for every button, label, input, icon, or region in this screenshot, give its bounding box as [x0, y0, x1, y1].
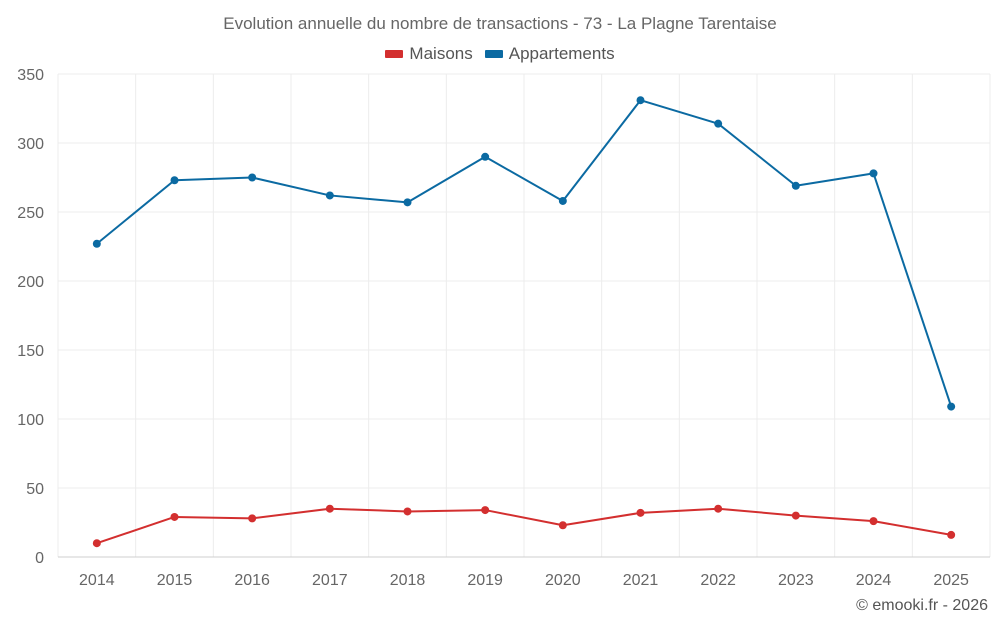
series-line-maisons [96, 507, 952, 545]
legend-item-appartements[interactable]: Appartements [484, 44, 615, 64]
data-point-appartements[interactable] [558, 196, 567, 205]
data-point-maisons[interactable] [325, 504, 334, 513]
x-tick-label: 2025 [933, 572, 969, 589]
legend-label-appartements: Appartements [508, 44, 615, 63]
chart-title: Evolution annuelle du nombre de transact… [223, 14, 777, 33]
data-point-appartements[interactable] [791, 181, 800, 190]
x-tick-label: 2021 [623, 572, 659, 589]
data-point-maisons[interactable] [92, 539, 101, 548]
x-tick-label: 2016 [234, 572, 270, 589]
x-tick-label: 2014 [79, 572, 115, 589]
x-tick-label: 2019 [467, 572, 503, 589]
data-point-maisons[interactable] [248, 514, 257, 523]
copyright-credit: © emooki.fr - 2026 [856, 597, 988, 614]
y-tick-label: 50 [26, 481, 44, 498]
x-tick-label: 2024 [856, 572, 892, 589]
data-point-appartements[interactable] [403, 198, 412, 207]
y-tick-label: 250 [17, 205, 44, 222]
legend-swatch-appartements [484, 50, 503, 58]
legend-label-maisons: Maisons [409, 44, 473, 63]
data-point-maisons[interactable] [636, 508, 645, 517]
data-point-appartements[interactable] [92, 239, 101, 248]
x-tick-label: 2022 [700, 572, 736, 589]
data-point-appartements[interactable] [869, 169, 878, 178]
x-tick-label: 2020 [545, 572, 581, 589]
y-tick-label: 100 [17, 412, 44, 429]
data-point-maisons[interactable] [558, 521, 567, 530]
series-line-appartements [96, 99, 953, 407]
y-tick-label: 200 [17, 274, 44, 291]
y-tick-label: 150 [17, 343, 44, 360]
data-point-maisons[interactable] [403, 507, 412, 516]
data-point-appartements[interactable] [248, 173, 257, 182]
data-point-appartements[interactable] [636, 96, 645, 105]
x-tick-label: 2017 [312, 572, 348, 589]
data-point-appartements[interactable] [714, 119, 723, 128]
data-point-appartements[interactable] [481, 152, 490, 161]
legend-swatch-maisons [385, 50, 404, 58]
y-tick-label: 350 [17, 67, 44, 84]
data-point-maisons[interactable] [714, 504, 723, 513]
data-point-appartements[interactable] [170, 176, 179, 185]
data-point-maisons[interactable] [791, 511, 800, 520]
x-tick-label: 2023 [778, 572, 814, 589]
data-point-maisons[interactable] [481, 506, 490, 515]
data-point-appartements[interactable] [325, 191, 334, 200]
data-point-appartements[interactable] [947, 402, 956, 411]
x-tick-label: 2018 [390, 572, 426, 589]
data-point-maisons[interactable] [947, 530, 956, 539]
legend-item-maisons[interactable]: Maisons [385, 44, 473, 64]
data-point-maisons[interactable] [869, 517, 878, 526]
x-tick-label: 2015 [157, 572, 193, 589]
data-point-maisons[interactable] [170, 512, 179, 521]
y-tick-label: 0 [35, 550, 44, 567]
y-tick-label: 300 [17, 136, 44, 153]
chart-legend: Maisons Appartements [0, 44, 1000, 64]
